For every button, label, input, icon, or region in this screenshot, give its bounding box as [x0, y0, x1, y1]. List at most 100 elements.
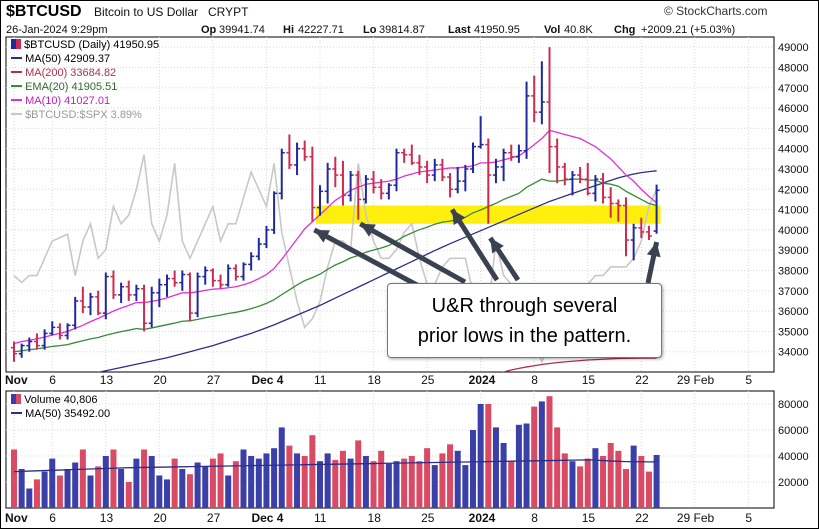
volume-bar: [515, 424, 522, 508]
volume-x-tick-label: 18: [368, 511, 382, 525]
volume-x-tick-label: 6: [49, 511, 56, 525]
y-tick-label: 42000: [778, 184, 809, 196]
legend-ma200-text: MA(200) 33684.82: [25, 67, 117, 79]
chg-value: +2009.21 (+5.03%): [641, 24, 736, 36]
legend-volume: Volume 40,806: [11, 394, 97, 406]
volume-bar: [263, 453, 270, 508]
volume-bar: [164, 479, 170, 508]
volume-bar: [209, 458, 216, 508]
symbol-type: CRYPT: [208, 5, 249, 19]
legend-vma50-text: MA(50) 35492.00: [25, 408, 111, 420]
volume-bar: [569, 461, 576, 508]
volume-bar: [362, 456, 369, 508]
volume-bar: [294, 453, 301, 508]
volume-x-tick-label: Dec 4: [251, 511, 283, 525]
annotation-arrow-head: [452, 209, 466, 226]
vol-value: 40.8K: [564, 24, 593, 36]
volume-x-tick-label: 20: [153, 511, 167, 525]
volume-bar: [95, 466, 102, 508]
volume-bar: [623, 469, 629, 508]
volume-bar: [286, 445, 293, 508]
y-tick-label: 37000: [778, 286, 809, 298]
volume-x-tick-label: 5: [745, 511, 752, 525]
volume-x-tick-label: 2024: [469, 511, 496, 525]
volume-bar: [584, 458, 591, 508]
volume-bar: [33, 479, 40, 508]
volume-bar: [439, 453, 446, 508]
last-label: Last: [448, 24, 471, 36]
y-tick-label: 48000: [778, 62, 809, 74]
volume-bar: [202, 466, 209, 508]
volume-bar: [125, 482, 132, 508]
volume-bar: [225, 475, 232, 508]
volume-x-tick-label: 13: [100, 511, 114, 525]
volume-bar: [385, 463, 392, 508]
volume-bar: [102, 456, 109, 508]
legend-ma50-swatch: [11, 57, 22, 59]
legend-rel-swatch: [11, 113, 22, 115]
volume-bar: [133, 458, 140, 508]
volume-bar: [49, 458, 56, 508]
volume-bar: [393, 461, 400, 508]
symbol-title: $BTCUSD: [6, 3, 82, 20]
volume-bar: [500, 443, 507, 508]
legend-ema20-swatch: [11, 85, 22, 87]
y-tick-label: 41000: [778, 205, 809, 217]
volume-bar: [118, 469, 125, 508]
legend-main-icon: [11, 39, 21, 49]
price-panel-border: [5, 36, 775, 373]
high-label: Hi: [283, 24, 294, 36]
volume-bar: [538, 401, 545, 508]
volume-bar: [638, 456, 645, 508]
volume-bar: [416, 461, 423, 508]
volume-bar: [301, 456, 308, 508]
legend-main-text: $BTCUSD (Daily) 41950.95: [24, 39, 160, 51]
open-label: Op: [201, 24, 217, 36]
x-tick-label: Dec 4: [251, 373, 283, 387]
volume-y-tick-label: 60000: [778, 425, 809, 437]
legend-volume-text: Volume 40,806: [24, 394, 98, 406]
x-tick-label: Nov: [5, 373, 28, 387]
volume-x-tick-label: 25: [421, 511, 435, 525]
legend-ma10-text: MA(10) 41027.01: [25, 95, 111, 107]
x-tick-label: 5: [745, 373, 752, 387]
y-tick-label: 39000: [778, 245, 809, 257]
volume-bar: [408, 456, 415, 508]
annotation-arrow-shaft: [313, 227, 432, 295]
annotation-line-2: prior lows in the pattern.: [417, 325, 632, 347]
volume-bar: [148, 456, 155, 508]
volume-bar: [271, 448, 278, 508]
legend-ma200-swatch: [11, 71, 22, 73]
volume-bar: [447, 444, 454, 508]
legend-ma200: MA(200) 33684.82: [11, 67, 116, 79]
volume-bar: [240, 449, 247, 508]
volume-bar: [339, 450, 346, 508]
volume-bar: [355, 440, 362, 508]
volume-bar: [79, 449, 86, 508]
volume-x-tick-label: 27: [207, 511, 221, 525]
source-credit[interactable]: © StockCharts.com: [664, 4, 768, 18]
legend-vma50: MA(50) 35492.00: [11, 408, 110, 420]
volume-bar: [370, 461, 377, 508]
volume-bar: [401, 458, 408, 508]
volume-bar: [87, 475, 94, 508]
volume-bar: [600, 456, 607, 508]
volume-bar: [477, 404, 484, 508]
volume-bar: [431, 465, 438, 508]
annotation-callout: U&R through several prior lows in the pa…: [387, 283, 662, 358]
annotation-arrow-head: [490, 238, 504, 254]
volume-bar: [607, 443, 614, 508]
volume-y-tick-label: 80000: [778, 399, 809, 411]
volume-bar: [454, 450, 461, 508]
symbol-name: Bitcoin to US Dollar: [94, 5, 199, 19]
volume-bar: [332, 459, 339, 508]
legend-ma50-text: MA(50) 42909.37: [25, 53, 111, 65]
x-tick-label: 27: [207, 373, 221, 387]
volume-bar: [615, 450, 622, 508]
high-value: 42227.71: [298, 24, 344, 36]
volume-bar: [186, 474, 193, 508]
volume-bar: [577, 466, 584, 508]
x-tick-label: 8: [531, 373, 538, 387]
volume-bar: [278, 427, 285, 508]
volume-bar: [324, 453, 331, 508]
